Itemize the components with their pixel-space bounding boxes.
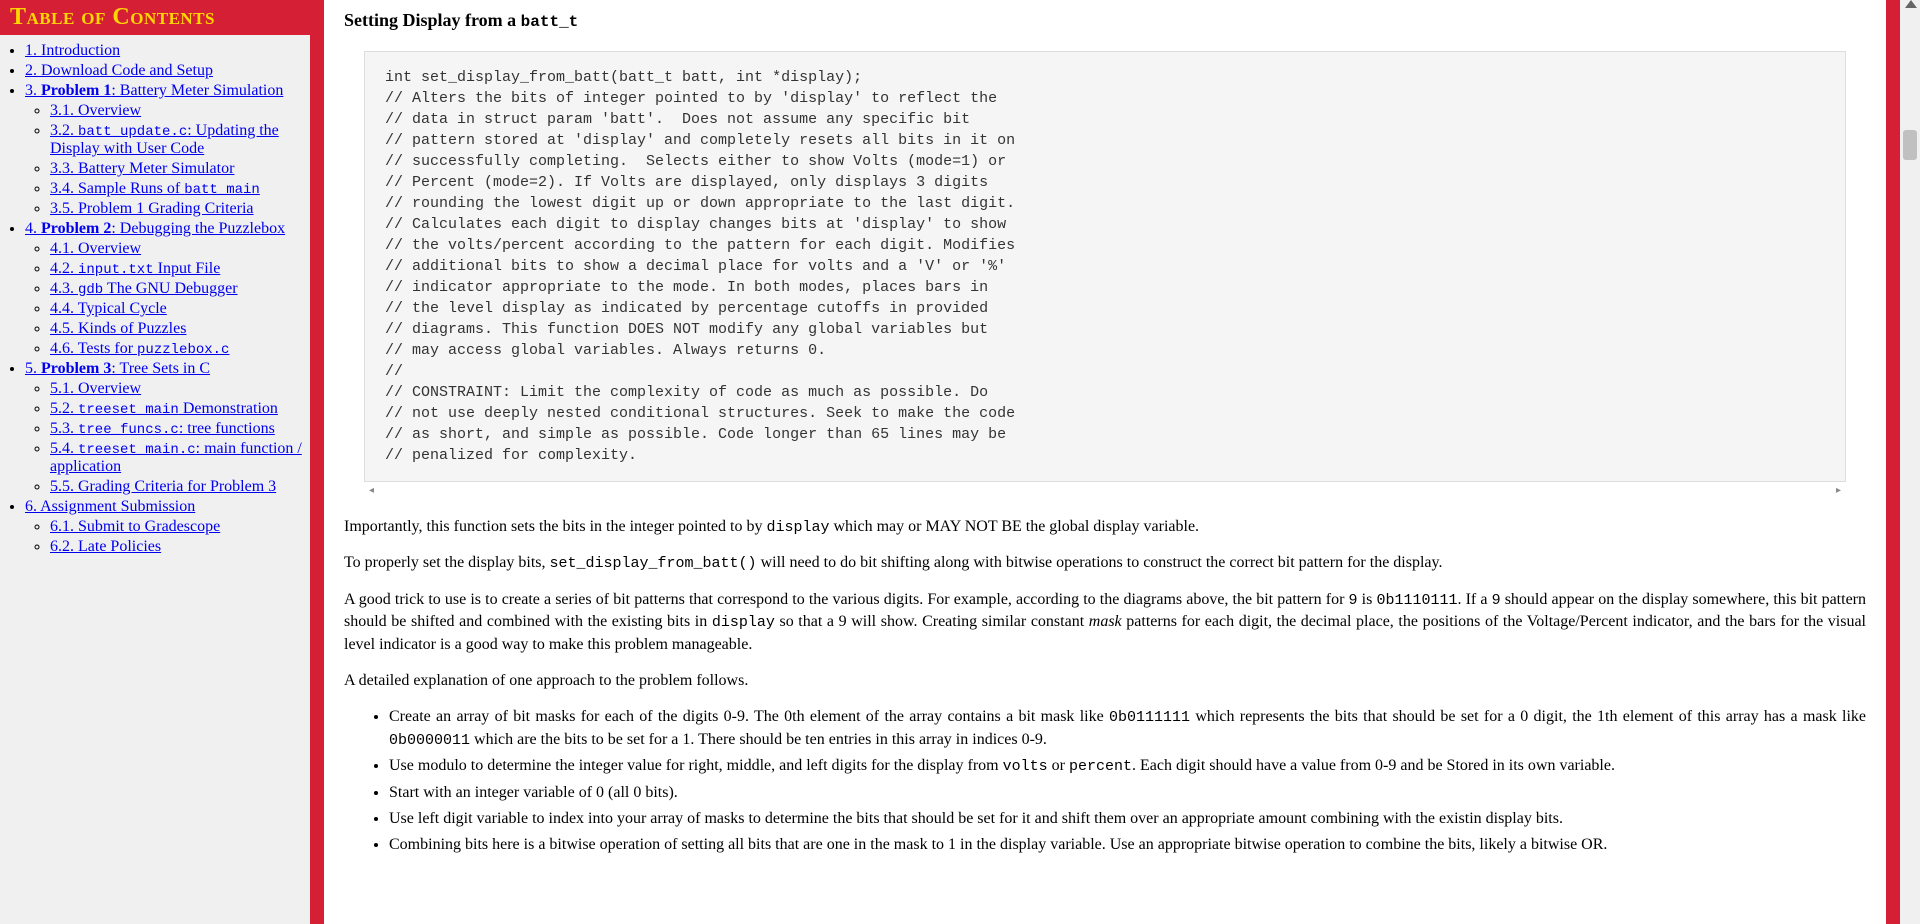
toc-link[interactable]: 5.2. treeset_main Demonstration <box>50 400 278 417</box>
toc-item: 4.6. Tests for puzzlebox.c <box>50 340 310 358</box>
toc-link[interactable]: 4.1. Overview <box>50 240 141 257</box>
toc-link[interactable]: 4.5. Kinds of Puzzles <box>50 320 186 337</box>
toc-link[interactable]: 6.2. Late Policies <box>50 538 161 555</box>
heading-text: Setting Display from a <box>344 10 521 30</box>
approach-item: Start with an integer variable of 0 (all… <box>389 782 1866 804</box>
toc-header: Table of Contents <box>0 0 310 35</box>
toc-item: 4.4. Typical Cycle <box>50 300 310 318</box>
toc-item: 5.3. tree_funcs.c: tree functions <box>50 420 310 438</box>
main-panel: Setting Display from a batt_t int set_di… <box>310 0 1900 924</box>
outer-scrollbar[interactable] <box>1900 0 1920 924</box>
toc-item: 4. Problem 2: Debugging the Puzzlebox 4.1… <box>25 220 310 358</box>
toc-item: 4.3. gdb The GNU Debugger <box>50 280 310 298</box>
toc-sidebar: Table of Contents 1. Introduction 2. Down… <box>0 0 310 924</box>
toc-link[interactable]: 5.3. tree_funcs.c: tree functions <box>50 420 275 437</box>
toc-item: 4.5. Kinds of Puzzles <box>50 320 310 338</box>
border-right <box>1886 0 1900 924</box>
toc-item: 3.2. batt_update.c: Updating the Display… <box>50 122 310 158</box>
paragraph-4: A detailed explanation of one approach t… <box>344 670 1866 692</box>
toc-link[interactable]: 4.4. Typical Cycle <box>50 300 167 317</box>
code-block: int set_display_from_batt(batt_t batt, i… <box>364 51 1846 482</box>
toc-link[interactable]: 5.4. treeset_main.c: main function / app… <box>50 440 302 475</box>
toc-link[interactable]: 4. Problem 2: Debugging the Puzzlebox <box>25 220 285 237</box>
toc-link[interactable]: 6. Assignment Submission <box>25 498 195 515</box>
paragraph-3: A good trick to use is to create a serie… <box>344 589 1866 656</box>
toc-link[interactable]: 1. Introduction <box>25 42 120 59</box>
toc-item: 5.2. treeset_main Demonstration <box>50 400 310 418</box>
heading-code: batt_t <box>521 13 579 31</box>
toc-item: 4.1. Overview <box>50 240 310 258</box>
approach-item: Combining bits here is a bitwise operati… <box>389 834 1866 856</box>
toc-link[interactable]: 5. Problem 3: Tree Sets in C <box>25 360 210 377</box>
paragraph-1: Importantly, this function sets the bits… <box>344 516 1866 538</box>
toc-item: 3.1. Overview <box>50 102 310 120</box>
border-left <box>310 0 324 924</box>
toc-link[interactable]: 3.2. batt_update.c: Updating the Display… <box>50 122 279 157</box>
toc-item: 6.2. Late Policies <box>50 538 310 556</box>
toc-link[interactable]: 3. Problem 1: Battery Meter Simulation <box>25 82 283 99</box>
approach-item: Use left digit variable to index into yo… <box>389 808 1866 830</box>
approach-list: Create an array of bit masks for each of… <box>344 706 1866 856</box>
toc-link[interactable]: 4.2. input.txt Input File <box>50 260 220 277</box>
code-scroll-indicator: ◂▸ <box>364 485 1846 496</box>
toc-link[interactable]: 4.6. Tests for puzzlebox.c <box>50 340 229 357</box>
toc-link[interactable]: 5.5. Grading Criteria for Problem 3 <box>50 478 276 495</box>
toc-item: 5.4. treeset_main.c: main function / app… <box>50 440 310 476</box>
toc-item: 6. Assignment Submission 6.1. Submit to G… <box>25 498 310 556</box>
toc-link[interactable]: 3.5. Problem 1 Grading Criteria <box>50 200 254 217</box>
approach-item: Use modulo to determine the integer valu… <box>389 755 1866 777</box>
scroll-up-arrow-icon[interactable] <box>1905 0 1917 8</box>
toc-content: 1. Introduction 2. Download Code and Setu… <box>0 35 310 563</box>
toc-link[interactable]: 6.1. Submit to Gradescope <box>50 518 220 535</box>
content-area[interactable]: Setting Display from a batt_t int set_di… <box>324 0 1886 924</box>
toc-item: 2. Download Code and Setup <box>25 62 310 80</box>
toc-item: 3.5. Problem 1 Grading Criteria <box>50 200 310 218</box>
toc-item: 4.2. input.txt Input File <box>50 260 310 278</box>
toc-item: 5.5. Grading Criteria for Problem 3 <box>50 478 310 496</box>
paragraph-2: To properly set the display bits, set_di… <box>344 552 1866 574</box>
toc-item: 5. Problem 3: Tree Sets in C 5.1. Overvie… <box>25 360 310 496</box>
toc-link[interactable]: 3.4. Sample Runs of batt_main <box>50 180 260 197</box>
approach-item: Create an array of bit masks for each of… <box>389 706 1866 751</box>
toc-item: 3. Problem 1: Battery Meter Simulation 3.… <box>25 82 310 218</box>
toc-link[interactable]: 5.1. Overview <box>50 380 141 397</box>
toc-link[interactable]: 3.1. Overview <box>50 102 141 119</box>
toc-item: 3.4. Sample Runs of batt_main <box>50 180 310 198</box>
toc-item: 5.1. Overview <box>50 380 310 398</box>
toc-link[interactable]: 4.3. gdb The GNU Debugger <box>50 280 238 297</box>
section-heading: Setting Display from a batt_t <box>344 10 1866 31</box>
toc-item: 6.1. Submit to Gradescope <box>50 518 310 536</box>
toc-item: 1. Introduction <box>25 42 310 60</box>
toc-item: 3.3. Battery Meter Simulator <box>50 160 310 178</box>
scroll-thumb[interactable] <box>1903 130 1917 160</box>
toc-link[interactable]: 3.3. Battery Meter Simulator <box>50 160 234 177</box>
toc-link[interactable]: 2. Download Code and Setup <box>25 62 213 79</box>
